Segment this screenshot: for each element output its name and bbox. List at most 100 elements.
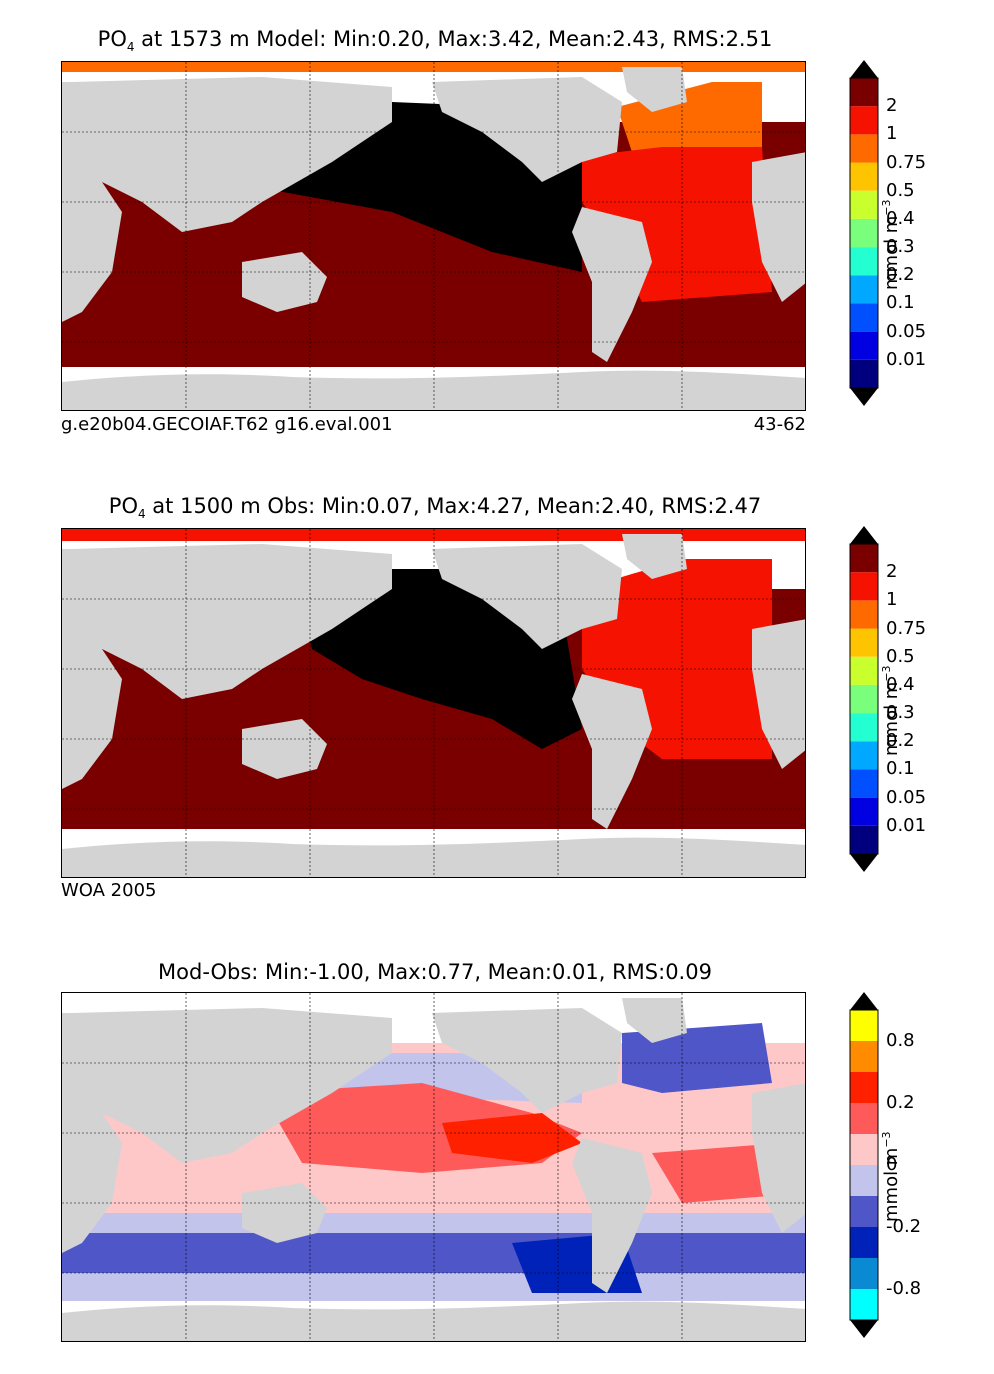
colorbar-segment: [850, 359, 878, 388]
colorbar-segment: [850, 134, 878, 163]
colorbar-segment: [850, 1041, 878, 1072]
panel-title: Mod-Obs: Min:-1.00, Max:0.77, Mean:0.01,…: [158, 960, 712, 984]
colorbar-tick-label: 0.3: [886, 702, 915, 724]
colorbar-segment: [850, 1072, 878, 1103]
colorbar-obs: [849, 526, 880, 872]
colorbar-segment: [850, 1010, 878, 1041]
colorbar-tick-label: 0.4: [886, 673, 915, 695]
colorbar-segment: [850, 769, 878, 798]
panel-title: PO4 at 1573 m Model: Min:0.20, Max:3.42,…: [97, 27, 773, 55]
colorbar-tick-label: 0.2: [886, 730, 915, 752]
colorbar-tick-label: 2: [886, 561, 898, 583]
panel-title: PO4 at 1500 m Obs: Min:0.07, Max:4.27, M…: [108, 494, 762, 522]
colorbar-tick-label: 0.4: [886, 207, 915, 229]
colorbar-segment: [850, 797, 878, 826]
colorbar-segment: [850, 741, 878, 770]
footer-left: WOA 2005: [61, 880, 157, 901]
colorbar-segment: [850, 1227, 878, 1258]
colorbar-segment: [850, 78, 878, 107]
map-model: [61, 61, 806, 411]
colorbar-tick-label: 0.1: [886, 292, 915, 314]
colorbar-unit: mmol m−3: [880, 1131, 902, 1222]
arctic-red: [62, 529, 805, 541]
antarctica: [62, 370, 805, 410]
colorbar-extend-top: [850, 992, 878, 1010]
colorbar-tick-label: 1: [886, 123, 898, 145]
colorbar-segment: [850, 218, 878, 248]
africa-right: [752, 619, 805, 769]
colorbar-tick-label: 0.75: [886, 617, 927, 639]
colorbar-segment: [850, 1258, 878, 1289]
colorbar-tick-label: 0.2: [886, 1092, 915, 1113]
colorbar-tick-label: 0.75: [886, 151, 927, 173]
africa-europe: [62, 172, 122, 322]
colorbar-tick-label: 2: [886, 95, 898, 117]
colorbar-tick-label: 0.01: [886, 814, 927, 836]
antarctica: [62, 1301, 805, 1341]
colorbar-tick-label: -0.8: [886, 1278, 922, 1299]
colorbar-segment: [850, 684, 878, 714]
greenland: [622, 998, 687, 1043]
gridlines: [62, 993, 805, 1341]
africa-right: [752, 152, 805, 302]
gridlines: [62, 529, 805, 877]
colorbar-segment: [850, 331, 878, 360]
south-america: [572, 674, 652, 829]
gridlines: [62, 62, 805, 410]
colorbar-frame: [849, 77, 879, 389]
colorbar-tick-label: 1: [886, 589, 898, 611]
colorbar-tick-label: 0.05: [886, 320, 927, 342]
colorbar-tick-label: 0.1: [886, 758, 915, 780]
eurasia: [62, 544, 392, 699]
colorbar-segment: [850, 544, 878, 573]
south-america: [572, 207, 652, 362]
colorbar-segment: [850, 247, 878, 276]
arctic-orange: [62, 62, 805, 72]
colorbar-tick-label: 0.3: [886, 236, 915, 258]
north-america: [432, 1008, 622, 1113]
map-diff: [61, 992, 806, 1342]
australia: [242, 1183, 327, 1243]
colorbar-segment: [850, 1289, 878, 1320]
africa-right: [752, 1083, 805, 1233]
colorbar-segment: [850, 1196, 878, 1227]
colorbar-segment: [850, 600, 878, 629]
colorbar-tick-label: 0.5: [886, 179, 915, 201]
colorbar-tick-label: 0.05: [886, 786, 927, 808]
footer-right: 43-62: [753, 414, 806, 435]
colorbar-segment: [850, 162, 878, 191]
colorbar-segment: [850, 713, 878, 742]
colorbar-segment: [850, 1165, 878, 1196]
map-obs: [61, 528, 806, 878]
colorbar-tick-label: 0.8: [886, 1030, 915, 1051]
colorbar-segment: [850, 628, 878, 657]
greenland: [622, 67, 687, 112]
colorbar-tick-label: 0: [886, 1154, 898, 1175]
colorbar-segment: [850, 1103, 878, 1134]
colorbar-segment: [850, 190, 878, 219]
south-america: [572, 1138, 652, 1293]
colorbar-segment: [850, 106, 878, 135]
colorbar-extend-top: [850, 60, 878, 78]
footer-left: g.e20b04.GECOIAF.T62 g16.eval.001: [61, 414, 393, 435]
colorbar-segment: [850, 303, 878, 332]
colorbar-extend-bottom: [850, 388, 878, 406]
panel-diff: Mod-Obs: Min:-1.00, Max:0.77, Mean:0.01,…: [0, 932, 994, 1372]
africa-europe: [62, 1103, 122, 1253]
pacific-red-core: [442, 1113, 582, 1163]
colorbar-extend-bottom: [850, 854, 878, 872]
greenland: [622, 534, 687, 579]
colorbar-segment: [850, 825, 878, 854]
north-america: [432, 77, 622, 182]
colorbar-tick-label: -0.2: [886, 1216, 922, 1237]
colorbar-segment: [850, 1134, 878, 1165]
eurasia: [62, 1008, 392, 1163]
australia: [242, 719, 327, 779]
australia: [242, 252, 327, 312]
colorbar-frame: [849, 1009, 879, 1321]
colorbar-segment: [850, 572, 878, 601]
colorbar-tick-label: 0.2: [886, 264, 915, 286]
colorbar-segment: [850, 656, 878, 685]
colorbar-extend-bottom: [850, 1320, 878, 1338]
colorbar-diff: [849, 992, 880, 1338]
